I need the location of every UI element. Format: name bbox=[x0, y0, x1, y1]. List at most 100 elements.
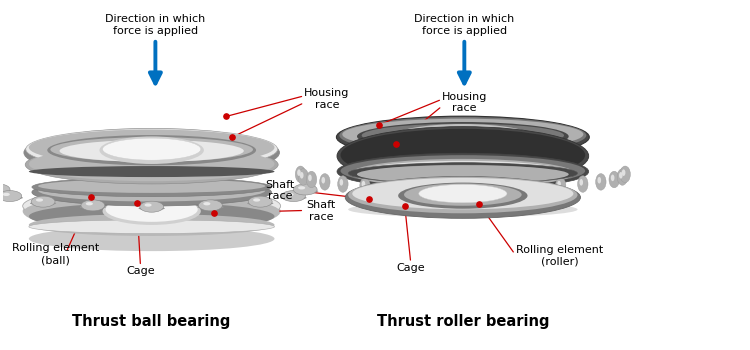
Ellipse shape bbox=[22, 189, 280, 233]
Ellipse shape bbox=[24, 195, 280, 228]
Ellipse shape bbox=[340, 179, 344, 186]
Ellipse shape bbox=[22, 187, 280, 225]
Ellipse shape bbox=[557, 181, 561, 188]
Circle shape bbox=[0, 190, 22, 202]
Text: Shaft
race: Shaft race bbox=[266, 180, 295, 201]
Ellipse shape bbox=[38, 180, 266, 202]
Ellipse shape bbox=[32, 177, 272, 197]
Ellipse shape bbox=[398, 126, 527, 147]
Ellipse shape bbox=[357, 122, 568, 151]
Ellipse shape bbox=[86, 202, 93, 205]
Text: Housing
race: Housing race bbox=[304, 89, 350, 110]
Text: Shaft
race: Shaft race bbox=[307, 200, 336, 222]
Ellipse shape bbox=[28, 214, 274, 236]
Ellipse shape bbox=[372, 165, 554, 181]
Ellipse shape bbox=[38, 179, 266, 193]
Circle shape bbox=[32, 196, 55, 207]
Ellipse shape bbox=[580, 179, 583, 186]
Ellipse shape bbox=[50, 137, 253, 162]
Ellipse shape bbox=[280, 196, 307, 200]
Ellipse shape bbox=[609, 171, 619, 188]
Ellipse shape bbox=[340, 155, 585, 187]
Ellipse shape bbox=[3, 193, 10, 196]
Ellipse shape bbox=[351, 159, 574, 188]
Ellipse shape bbox=[28, 130, 274, 165]
Ellipse shape bbox=[337, 116, 590, 158]
Ellipse shape bbox=[28, 226, 274, 251]
Ellipse shape bbox=[298, 169, 308, 185]
Text: Cage: Cage bbox=[126, 266, 154, 277]
Ellipse shape bbox=[345, 176, 580, 218]
Ellipse shape bbox=[610, 175, 614, 181]
Ellipse shape bbox=[404, 183, 522, 206]
Ellipse shape bbox=[596, 174, 606, 190]
Ellipse shape bbox=[475, 184, 478, 190]
Ellipse shape bbox=[617, 169, 628, 185]
Ellipse shape bbox=[139, 206, 165, 210]
Ellipse shape bbox=[300, 172, 304, 178]
Ellipse shape bbox=[203, 202, 211, 205]
Ellipse shape bbox=[337, 153, 589, 190]
Ellipse shape bbox=[368, 163, 558, 184]
Ellipse shape bbox=[24, 128, 280, 177]
Ellipse shape bbox=[419, 184, 507, 203]
Ellipse shape bbox=[348, 177, 578, 213]
Ellipse shape bbox=[253, 198, 260, 202]
Circle shape bbox=[140, 201, 164, 212]
Ellipse shape bbox=[360, 177, 370, 194]
Text: Direction in which
force is applied: Direction in which force is applied bbox=[414, 14, 514, 35]
Ellipse shape bbox=[362, 181, 365, 188]
Ellipse shape bbox=[387, 182, 391, 189]
Circle shape bbox=[248, 196, 272, 207]
Ellipse shape bbox=[598, 177, 601, 183]
Text: Thrust ball bearing: Thrust ball bearing bbox=[73, 314, 231, 329]
Ellipse shape bbox=[338, 176, 348, 192]
Ellipse shape bbox=[362, 124, 564, 147]
Text: Housing
race: Housing race bbox=[442, 92, 488, 113]
Ellipse shape bbox=[298, 186, 305, 189]
Ellipse shape bbox=[578, 176, 588, 192]
Ellipse shape bbox=[106, 197, 198, 222]
Circle shape bbox=[0, 184, 10, 195]
Ellipse shape bbox=[320, 174, 330, 190]
Ellipse shape bbox=[620, 166, 630, 183]
Ellipse shape bbox=[530, 179, 541, 195]
Circle shape bbox=[199, 200, 222, 211]
Ellipse shape bbox=[0, 196, 23, 200]
Ellipse shape bbox=[26, 145, 278, 184]
Ellipse shape bbox=[292, 189, 318, 193]
Ellipse shape bbox=[415, 183, 419, 190]
Ellipse shape bbox=[28, 220, 274, 233]
Ellipse shape bbox=[442, 180, 453, 197]
Ellipse shape bbox=[339, 117, 586, 154]
Ellipse shape bbox=[80, 205, 106, 209]
Ellipse shape bbox=[352, 178, 574, 209]
Ellipse shape bbox=[357, 161, 568, 184]
Ellipse shape bbox=[619, 172, 622, 178]
Ellipse shape bbox=[308, 175, 312, 181]
Ellipse shape bbox=[0, 189, 11, 193]
Ellipse shape bbox=[36, 198, 43, 202]
Ellipse shape bbox=[386, 179, 396, 195]
Circle shape bbox=[293, 184, 317, 195]
Ellipse shape bbox=[103, 197, 201, 225]
Ellipse shape bbox=[472, 180, 483, 197]
Ellipse shape bbox=[348, 163, 578, 184]
Ellipse shape bbox=[392, 124, 533, 150]
Ellipse shape bbox=[103, 138, 201, 160]
Ellipse shape bbox=[248, 202, 273, 205]
Ellipse shape bbox=[337, 127, 589, 186]
Text: Cage: Cage bbox=[397, 263, 425, 273]
Ellipse shape bbox=[296, 166, 306, 183]
Ellipse shape bbox=[342, 119, 584, 150]
Ellipse shape bbox=[28, 203, 274, 230]
Ellipse shape bbox=[504, 183, 508, 190]
Ellipse shape bbox=[357, 165, 568, 183]
Ellipse shape bbox=[286, 193, 293, 196]
Ellipse shape bbox=[145, 203, 152, 207]
Ellipse shape bbox=[413, 180, 424, 196]
Text: Direction in which
force is applied: Direction in which force is applied bbox=[105, 14, 206, 35]
Ellipse shape bbox=[556, 177, 566, 194]
Ellipse shape bbox=[47, 135, 256, 165]
Text: Thrust roller bearing: Thrust roller bearing bbox=[376, 314, 549, 329]
